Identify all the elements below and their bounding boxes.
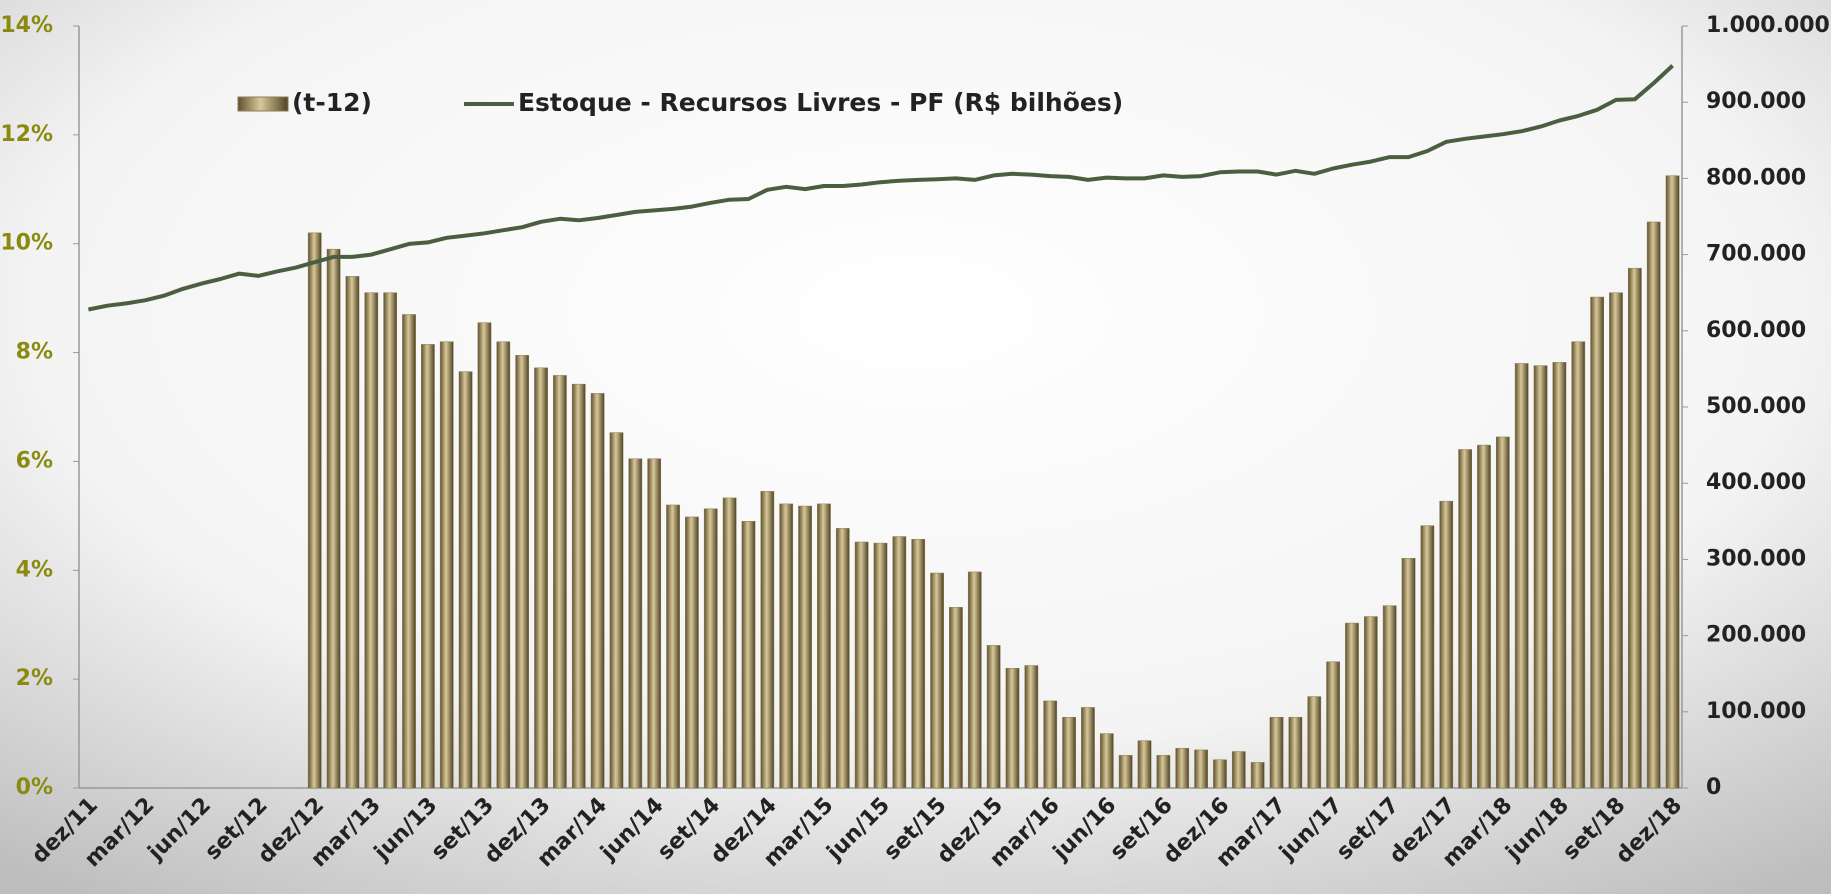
bar (1156, 755, 1171, 789)
bar (553, 375, 567, 789)
bar (1043, 700, 1058, 789)
y2-tick-label: 400.000 (1706, 470, 1806, 495)
bar (835, 528, 850, 789)
bar (1005, 668, 1020, 789)
bar (1326, 661, 1340, 789)
y2-tick-label: 0 (1706, 775, 1721, 800)
bar (439, 341, 454, 789)
bar (1345, 622, 1359, 789)
bar (477, 322, 492, 789)
y-tick-label: 12% (0, 122, 53, 147)
bar (779, 503, 794, 789)
legend-swatch (237, 96, 289, 112)
legend-label: Estoque - Recursos Livres - PF (R$ bilhõ… (518, 88, 1123, 117)
bar (364, 292, 379, 789)
bar (703, 508, 718, 789)
bar (1024, 665, 1039, 789)
bar (1288, 716, 1303, 789)
line (88, 64, 1674, 312)
bar (1118, 755, 1133, 789)
bar (873, 542, 888, 789)
bar (326, 248, 341, 789)
y-tick-label: 4% (16, 557, 53, 582)
bar (571, 383, 586, 789)
bar (854, 541, 869, 789)
bar (383, 292, 398, 789)
y2-tick-label: 900.000 (1706, 89, 1806, 114)
bar (1401, 558, 1416, 789)
bar (1609, 292, 1623, 789)
legend-label: (t-12) (292, 88, 372, 117)
bar (1420, 525, 1435, 789)
y2-tick-label: 300.000 (1706, 546, 1806, 571)
y2-tick-label: 1.000.000 (1706, 13, 1830, 38)
bar (760, 491, 775, 789)
bar (1439, 500, 1454, 789)
bar (496, 341, 511, 789)
bar (1269, 716, 1284, 789)
bar (1665, 175, 1680, 789)
bar (685, 516, 699, 789)
bar (1495, 436, 1510, 789)
bar (1646, 221, 1661, 789)
bar (458, 371, 473, 789)
bar (1175, 748, 1190, 789)
bar (1194, 749, 1208, 789)
bar (1363, 616, 1378, 789)
bar (1533, 365, 1548, 789)
bar (590, 393, 605, 789)
bar (609, 432, 624, 789)
bar (666, 504, 680, 789)
bar (986, 645, 1001, 789)
bar (911, 539, 926, 789)
bar (628, 458, 643, 789)
y-tick-label: 14% (0, 13, 53, 38)
bar (930, 572, 944, 789)
bar (421, 344, 435, 789)
y2-tick-label: 800.000 (1706, 165, 1806, 190)
bar (1514, 363, 1529, 789)
bar (534, 367, 548, 789)
bar (1477, 444, 1491, 789)
y2-tick-label: 200.000 (1706, 623, 1806, 648)
bar (1458, 449, 1472, 789)
bar (1231, 751, 1246, 789)
y-tick-label: 2% (16, 666, 53, 691)
bar (1062, 716, 1076, 789)
bar (1552, 362, 1567, 789)
bar (1307, 696, 1322, 789)
y-tick-label: 0% (16, 775, 53, 800)
bar (1628, 267, 1642, 789)
bar (967, 571, 982, 789)
y2-tick-label: 100.000 (1706, 699, 1806, 724)
bar (1382, 605, 1397, 789)
bar (949, 607, 963, 789)
bar (892, 536, 907, 789)
bar (1590, 296, 1604, 789)
bar (345, 276, 360, 789)
bar (1081, 707, 1095, 789)
bar (402, 314, 416, 789)
bar (1099, 733, 1114, 789)
bar (515, 355, 530, 789)
bar (817, 503, 831, 789)
y2-tick-label: 600.000 (1706, 318, 1806, 343)
bar (1137, 740, 1152, 789)
y2-tick-label: 700.000 (1706, 242, 1806, 267)
bar (722, 497, 737, 789)
y2-tick-label: 500.000 (1706, 394, 1806, 419)
bar (1213, 759, 1227, 789)
bar (741, 521, 756, 789)
bar (647, 458, 662, 789)
bar (798, 505, 812, 789)
bar (1571, 341, 1586, 789)
y-tick-label: 10% (0, 231, 53, 256)
y-tick-label: 6% (16, 448, 53, 473)
bar (1250, 762, 1265, 789)
bar (307, 232, 322, 789)
y-tick-label: 8% (16, 340, 53, 365)
